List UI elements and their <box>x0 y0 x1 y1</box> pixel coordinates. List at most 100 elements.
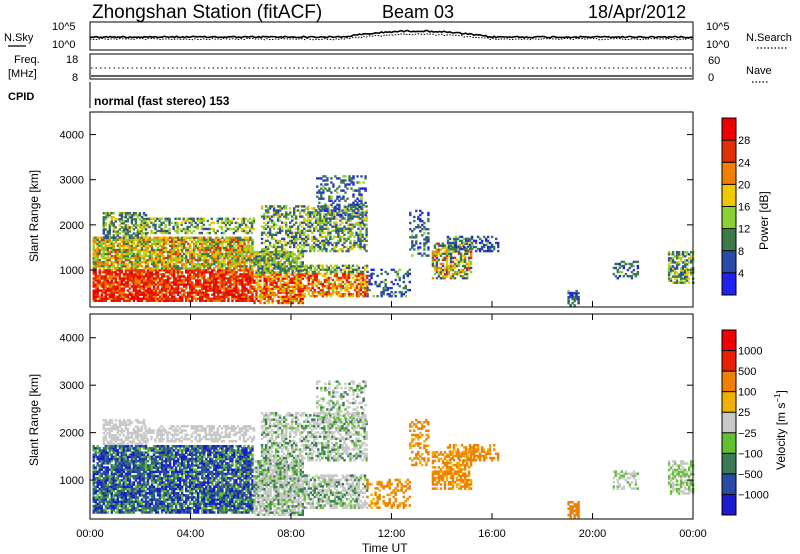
data-cell <box>203 279 206 282</box>
data-cell <box>160 297 164 300</box>
data-cell <box>92 285 95 288</box>
data-cell <box>321 217 324 220</box>
data-cell <box>320 197 323 200</box>
data-cell <box>453 277 457 280</box>
data-cell <box>269 251 272 254</box>
data-cell <box>463 266 467 270</box>
data-cell <box>231 273 234 276</box>
data-cell <box>259 263 262 266</box>
data-cell <box>222 231 226 235</box>
data-cell <box>126 289 130 292</box>
data-cell <box>215 238 218 241</box>
data-cell <box>128 273 132 276</box>
data-cell <box>237 238 240 241</box>
data-cell <box>677 255 681 258</box>
data-cell <box>193 242 196 246</box>
data-cell <box>217 242 220 246</box>
data-cell <box>154 225 157 229</box>
data-cell <box>148 225 151 229</box>
data-cell <box>303 231 306 234</box>
data-cell <box>136 238 140 241</box>
data-cell <box>297 237 300 241</box>
data-cell <box>126 293 130 296</box>
data-cell <box>677 261 681 264</box>
data-cell <box>255 257 258 260</box>
data-cell <box>358 189 361 192</box>
data-cell <box>679 273 683 276</box>
data-cell <box>273 263 276 266</box>
data-cell <box>197 236 200 239</box>
data-cell <box>136 279 140 282</box>
data-cell <box>172 271 176 274</box>
data-cell <box>219 275 222 278</box>
data-cell <box>120 269 124 272</box>
data-cell <box>359 225 362 228</box>
data-cell <box>269 295 272 299</box>
data-cell <box>178 295 182 298</box>
data-cell <box>100 248 103 252</box>
data-cell <box>334 205 337 209</box>
data-cell <box>243 299 246 302</box>
data-cell <box>349 219 352 222</box>
data-cell <box>102 267 105 270</box>
data-cell <box>219 271 222 274</box>
data-cell <box>229 285 232 288</box>
data-cell <box>329 223 332 226</box>
data-cell <box>122 244 126 248</box>
data-cell <box>187 258 190 262</box>
data-cell <box>289 245 292 249</box>
data-cell <box>272 237 276 241</box>
data-cell <box>164 236 168 239</box>
data-cell <box>260 205 264 208</box>
data-cell <box>283 301 286 305</box>
data-cell <box>341 221 344 224</box>
data-cell <box>217 285 220 288</box>
data-cell <box>307 221 310 224</box>
data-cell <box>207 261 210 264</box>
data-cell <box>281 295 284 299</box>
data-cell <box>176 279 180 282</box>
data-cell <box>293 291 296 295</box>
data-cell <box>359 231 362 234</box>
data-cell <box>264 227 268 230</box>
data-cell <box>356 207 359 211</box>
data-cell <box>207 295 210 298</box>
data-cell <box>118 250 121 254</box>
data-cell <box>106 252 109 256</box>
data-cell <box>317 264 320 267</box>
data-cell <box>189 242 192 246</box>
data-cell <box>92 250 95 254</box>
data-cell <box>324 187 327 190</box>
data-cell <box>347 274 351 278</box>
data-cell <box>261 275 264 278</box>
data-cell <box>136 248 140 252</box>
data-cell <box>158 277 162 280</box>
data-cell <box>106 281 109 284</box>
data-cell <box>178 287 182 290</box>
data-cell <box>421 223 424 227</box>
data-cell <box>573 295 576 299</box>
data-cell <box>449 244 453 247</box>
data-cell <box>228 223 232 227</box>
colorbar-tick-label: 20 <box>738 179 750 191</box>
data-cell <box>461 254 465 257</box>
data-cell <box>476 235 480 239</box>
data-cell <box>301 289 304 292</box>
data-cell <box>255 259 258 262</box>
data-cell <box>295 257 298 260</box>
data-cell <box>122 216 126 219</box>
data-cell <box>229 248 232 252</box>
data-cell <box>347 247 350 251</box>
data-cell <box>437 242 441 245</box>
data-cell <box>243 277 246 280</box>
data-cell <box>307 278 310 282</box>
nave-label: Nave <box>746 65 772 77</box>
data-cell <box>215 244 218 248</box>
data-cell <box>104 216 107 219</box>
data-cell <box>162 285 166 288</box>
data-cell <box>277 295 280 299</box>
data-cell <box>114 291 117 294</box>
data-cell <box>315 268 318 271</box>
data-cell <box>200 221 203 225</box>
data-cell <box>349 284 353 288</box>
